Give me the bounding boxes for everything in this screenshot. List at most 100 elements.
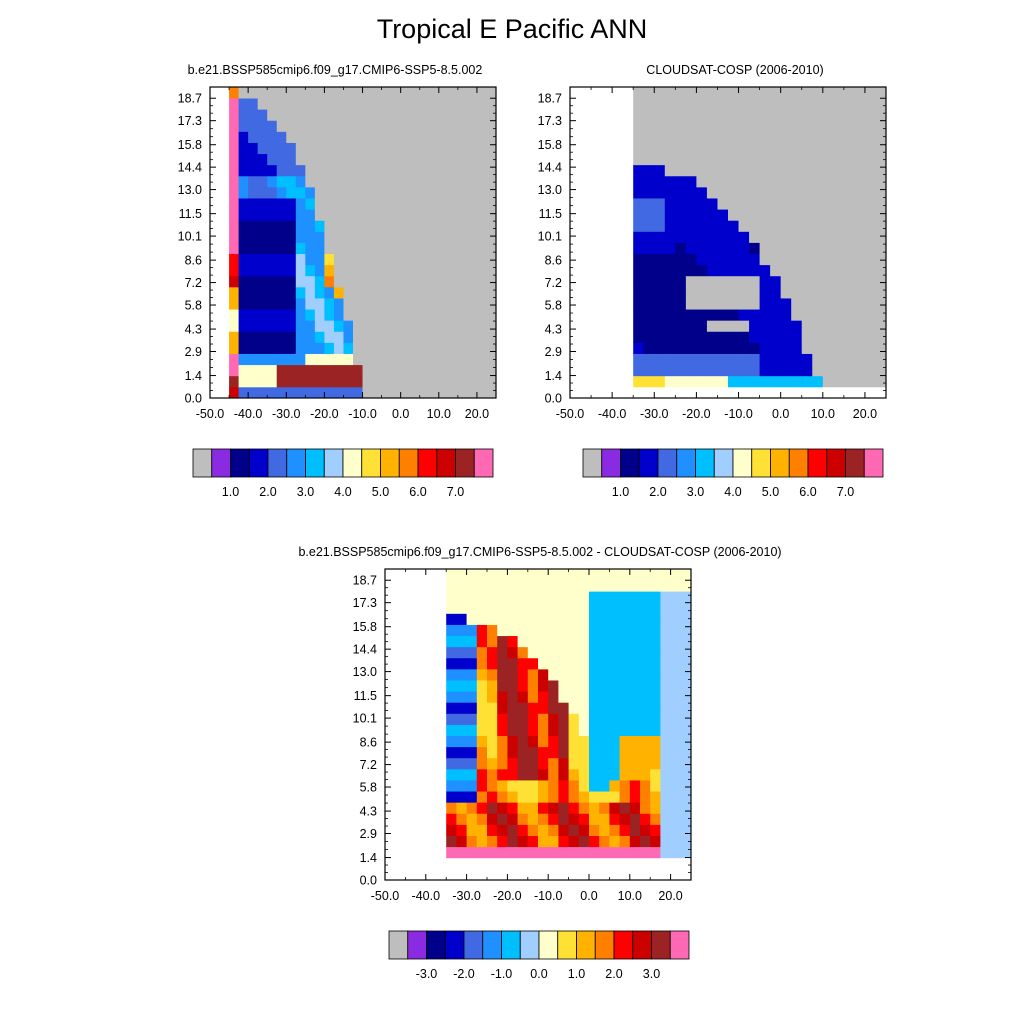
heatmap-cell — [476, 791, 488, 803]
heatmap-cell — [738, 275, 750, 288]
heatmap-cell — [248, 298, 259, 310]
heatmap-cell — [487, 791, 498, 803]
heatmap-cell — [372, 320, 382, 332]
obs-colorbar: 1.0 2.0 3.0 4.0 5.0 6.0 7.0 — [582, 448, 884, 499]
heatmap-cell — [578, 746, 590, 759]
heatmap-cell — [801, 98, 813, 110]
heatmap-cell — [629, 846, 641, 859]
heatmap-cell — [706, 220, 718, 232]
heatmap-cell — [507, 835, 518, 848]
heatmap-cell — [706, 231, 718, 243]
heatmap-cell — [864, 353, 876, 366]
heatmap-cell — [305, 275, 316, 288]
heatmap-cell — [476, 109, 487, 121]
y-tick-label: 13.0 — [538, 183, 562, 197]
heatmap-cell — [400, 286, 411, 299]
heatmap-cell — [650, 802, 661, 814]
heatmap-cell — [446, 691, 457, 703]
heatmap-cell — [670, 668, 682, 681]
heatmap-cell — [446, 580, 457, 592]
colorbar-label: 1.0 — [568, 967, 585, 981]
heatmap-cell — [267, 120, 278, 132]
heatmap-cell — [314, 186, 325, 199]
heatmap-cell — [759, 331, 771, 343]
heatmap-cell — [812, 253, 824, 266]
heatmap-cell — [538, 724, 549, 737]
heatmap-cell — [759, 353, 771, 366]
heatmap-cell — [486, 353, 497, 366]
heatmap-cell — [640, 702, 651, 714]
heatmap-cell — [286, 142, 297, 155]
heatmap-cell — [527, 713, 539, 725]
heatmap-cell — [640, 624, 651, 637]
heatmap-cell — [599, 735, 610, 748]
colorbar-swatch — [501, 930, 521, 960]
heatmap-cell — [728, 275, 739, 288]
heatmap-cell — [759, 231, 771, 243]
heatmap-cell — [822, 131, 834, 143]
heatmap-cell — [238, 220, 249, 232]
heatmap-cell — [843, 120, 855, 132]
heatmap-cell — [780, 87, 792, 99]
heatmap-cell — [410, 175, 421, 188]
heatmap-cell — [438, 242, 449, 255]
heatmap-cell — [738, 298, 750, 310]
x-tick-label: 20.0 — [658, 889, 682, 903]
heatmap-cell — [276, 298, 287, 310]
heatmap-cell — [843, 309, 855, 321]
heatmap-cell — [843, 186, 855, 199]
heatmap-cell — [429, 198, 440, 210]
heatmap-cell — [770, 242, 782, 255]
heatmap-cell — [680, 657, 692, 670]
heatmap-cell — [457, 275, 468, 288]
heatmap-cell — [476, 646, 488, 659]
heatmap-cell — [633, 164, 645, 177]
heatmap-cell — [362, 142, 373, 155]
heatmap-cell — [675, 375, 687, 388]
x-tick-label: -40.0 — [234, 407, 263, 421]
heatmap-cell — [822, 198, 834, 210]
heatmap-cell — [812, 98, 824, 110]
heatmap-cell — [497, 602, 508, 614]
heatmap-cell — [314, 198, 325, 210]
heatmap-cell — [267, 142, 278, 155]
heatmap-cell — [629, 791, 641, 803]
heatmap-cell — [619, 569, 631, 581]
heatmap-cell — [589, 735, 600, 748]
heatmap-cell — [578, 713, 590, 725]
heatmap-cell — [538, 757, 549, 770]
heatmap-cell — [257, 209, 268, 221]
heatmap-cell — [497, 791, 508, 803]
heatmap-cell — [457, 175, 468, 188]
heatmap-cell — [295, 153, 306, 166]
heatmap-cell — [589, 813, 600, 825]
heatmap-cell — [372, 342, 382, 354]
heatmap-cells — [229, 87, 497, 399]
heatmap-cell — [833, 342, 845, 354]
heatmap-cell — [791, 353, 803, 366]
heatmap-cell — [527, 580, 539, 592]
heatmap-cell — [558, 780, 569, 792]
heatmap-cell — [419, 98, 430, 110]
heatmap-cell — [486, 242, 497, 255]
heatmap-cell — [875, 87, 887, 99]
heatmap-cell — [633, 275, 645, 288]
heatmap-cell — [324, 286, 335, 299]
heatmap-cell — [654, 109, 666, 121]
heatmap-cell — [476, 353, 487, 366]
heatmap-cell — [548, 746, 559, 759]
heatmap-cell — [822, 342, 834, 354]
heatmap-cell — [833, 242, 845, 255]
heatmap-cell — [314, 98, 325, 110]
heatmap-cell — [276, 220, 287, 232]
heatmap-cell — [497, 702, 508, 714]
heatmap-cell — [429, 242, 440, 255]
heatmap-cell — [685, 309, 697, 321]
heatmap-cell — [650, 602, 661, 614]
heatmap-cell — [517, 724, 529, 737]
heatmap-cell — [812, 131, 824, 143]
heatmap-cell — [229, 142, 239, 155]
heatmap-cell — [717, 331, 729, 343]
x-tick-label: -40.0 — [412, 889, 441, 903]
heatmap-cell — [643, 264, 655, 277]
